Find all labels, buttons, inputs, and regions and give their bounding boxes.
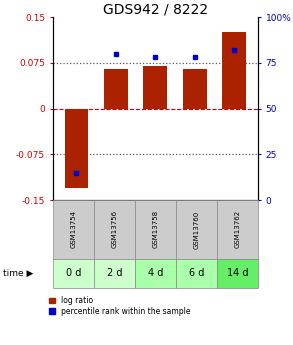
Text: GSM13754: GSM13754 <box>70 210 76 248</box>
Text: 6 d: 6 d <box>189 268 204 278</box>
Title: GDS942 / 8222: GDS942 / 8222 <box>103 2 208 16</box>
Text: 2 d: 2 d <box>107 268 122 278</box>
Text: GSM13758: GSM13758 <box>152 210 158 248</box>
Bar <box>222 32 246 109</box>
Legend: log ratio, percentile rank within the sample: log ratio, percentile rank within the sa… <box>48 295 191 316</box>
Text: 0 d: 0 d <box>66 268 81 278</box>
Text: time ▶: time ▶ <box>3 269 33 278</box>
Bar <box>183 69 207 109</box>
Bar <box>104 69 128 109</box>
Bar <box>144 66 167 109</box>
Bar <box>64 109 88 188</box>
Text: 4 d: 4 d <box>148 268 163 278</box>
Text: GSM13762: GSM13762 <box>234 210 240 248</box>
Text: GSM13760: GSM13760 <box>193 210 199 248</box>
Text: GSM13756: GSM13756 <box>111 210 117 248</box>
Text: 14 d: 14 d <box>226 268 248 278</box>
